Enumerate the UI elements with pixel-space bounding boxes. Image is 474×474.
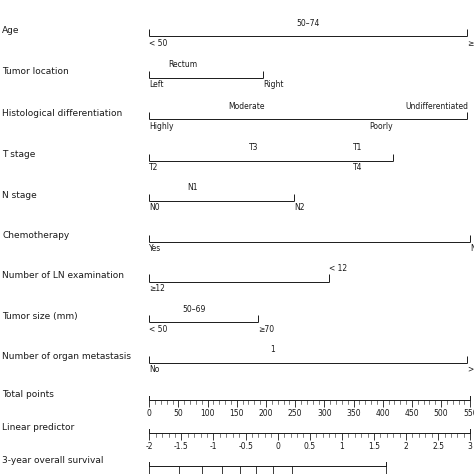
Text: Total points: Total points: [2, 390, 54, 399]
Text: N stage: N stage: [2, 191, 37, 200]
Text: 300: 300: [317, 409, 332, 418]
Text: T2: T2: [149, 163, 159, 172]
Text: < 50: < 50: [149, 39, 168, 48]
Text: 2.5: 2.5: [432, 442, 444, 451]
Text: 50: 50: [173, 409, 183, 418]
Text: T4: T4: [353, 163, 363, 172]
Text: N2: N2: [294, 203, 304, 212]
Text: N0: N0: [149, 203, 160, 212]
Text: Poorly: Poorly: [370, 122, 393, 131]
Text: 50–74: 50–74: [296, 19, 320, 28]
Text: 3: 3: [468, 442, 473, 451]
Text: -1.5: -1.5: [174, 442, 189, 451]
Text: 500: 500: [434, 409, 448, 418]
Text: < 50: < 50: [149, 325, 168, 334]
Text: Highly: Highly: [149, 122, 174, 131]
Text: 450: 450: [404, 409, 419, 418]
Text: Chemotherapy: Chemotherapy: [2, 231, 70, 240]
Text: 1: 1: [339, 442, 344, 451]
Text: No: No: [470, 244, 474, 253]
Text: Number of LN examination: Number of LN examination: [2, 271, 124, 280]
Text: 3-year overall survival: 3-year overall survival: [2, 456, 104, 465]
Text: Rectum: Rectum: [168, 60, 197, 69]
Text: 400: 400: [375, 409, 390, 418]
Text: Moderate: Moderate: [228, 102, 265, 111]
Text: 250: 250: [288, 409, 302, 418]
Text: Tumor size (mm): Tumor size (mm): [2, 312, 78, 321]
Text: -2: -2: [146, 442, 153, 451]
Text: Undifferentiated: Undifferentiated: [405, 102, 468, 111]
Text: No: No: [149, 365, 160, 374]
Text: Histological differentiation: Histological differentiation: [2, 109, 123, 118]
Text: 2: 2: [404, 442, 409, 451]
Text: 0: 0: [275, 442, 280, 451]
Text: N1: N1: [187, 183, 198, 192]
Text: >1: >1: [467, 365, 474, 374]
Text: T3: T3: [249, 143, 258, 152]
Text: 50–69: 50–69: [182, 305, 206, 314]
Text: 350: 350: [346, 409, 361, 418]
Text: Linear predictor: Linear predictor: [2, 423, 74, 432]
Text: < 12: < 12: [329, 264, 347, 273]
Text: 100: 100: [201, 409, 215, 418]
Text: Yes: Yes: [149, 244, 162, 253]
Text: ≥75: ≥75: [467, 39, 474, 48]
Text: 150: 150: [229, 409, 244, 418]
Text: Right: Right: [263, 80, 283, 89]
Text: ≥12: ≥12: [149, 284, 165, 293]
Text: T stage: T stage: [2, 150, 36, 159]
Text: 550: 550: [463, 409, 474, 418]
Text: Number of organ metastasis: Number of organ metastasis: [2, 352, 131, 361]
Text: -1: -1: [210, 442, 217, 451]
Text: 0.5: 0.5: [304, 442, 316, 451]
Text: T1: T1: [353, 143, 363, 152]
Text: 1: 1: [270, 345, 275, 354]
Text: Age: Age: [2, 26, 20, 35]
Text: Left: Left: [149, 80, 164, 89]
Text: Tumor location: Tumor location: [2, 67, 69, 76]
Text: 1.5: 1.5: [368, 442, 380, 451]
Text: -0.5: -0.5: [238, 442, 253, 451]
Text: ≥70: ≥70: [258, 325, 274, 334]
Text: 0: 0: [147, 409, 152, 418]
Text: 200: 200: [259, 409, 273, 418]
